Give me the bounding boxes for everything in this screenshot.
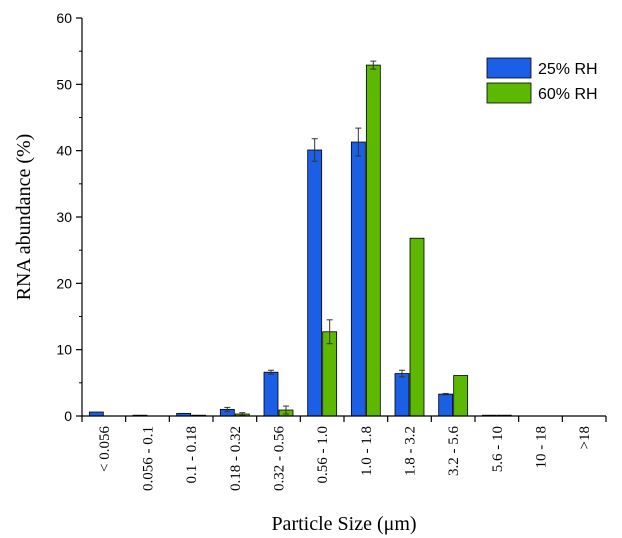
y-tick-label: 40 [56, 143, 72, 159]
x-tick-label: >18 [577, 426, 593, 449]
y-tick-label: 20 [56, 275, 72, 291]
legend-label: 25% RH [538, 61, 598, 78]
x-axis-label: Particle Size (μm) [271, 513, 416, 535]
bar [350, 141, 366, 417]
y-tick-label: 60 [56, 10, 72, 26]
bar [322, 331, 338, 417]
bar [394, 373, 410, 417]
plot-area [88, 60, 512, 417]
y-tick-label: 50 [56, 76, 72, 92]
y-tick-label: 0 [64, 408, 72, 424]
x-tick-label: 5.6 - 10 [490, 426, 506, 472]
legend-swatch [486, 57, 532, 79]
x-tick-label: 10 - 18 [534, 426, 550, 469]
bar [409, 237, 425, 417]
y-tick-label: 30 [56, 209, 72, 225]
bar [307, 149, 323, 417]
x-tick-label: 0.18 - 0.32 [228, 426, 244, 491]
bar [263, 371, 279, 417]
x-tick-label: 0.32 - 0.56 [272, 426, 288, 491]
x-tick-label: 0.56 - 1.0 [315, 426, 331, 484]
x-tick-label: 0.1 - 0.18 [184, 426, 200, 484]
series-1 [88, 127, 497, 417]
axes: 0 10 20 30 40 50 60 < 0.056 0.056 - 0.1 0.1 - 0.1… [56, 10, 607, 491]
x-tick-label: < 0.056 [97, 426, 113, 472]
series-2 [191, 60, 512, 417]
legend-label: 60% RH [538, 86, 598, 103]
y-tick-label: 10 [56, 342, 72, 358]
x-tick-label: 3.2 - 5.6 [446, 426, 462, 476]
bar [365, 64, 381, 417]
x-tick-label: 0.056 - 0.1 [141, 426, 157, 491]
bar [438, 393, 454, 417]
x-tick-label: 1.8 - 3.2 [403, 426, 419, 476]
x-tick-label: 1.0 - 1.8 [359, 426, 375, 476]
bar [453, 375, 469, 417]
legend: 25% RH 60% RH [486, 57, 598, 104]
y-axis-label: RNA abundance (%) [13, 134, 35, 301]
legend-swatch [486, 82, 532, 104]
